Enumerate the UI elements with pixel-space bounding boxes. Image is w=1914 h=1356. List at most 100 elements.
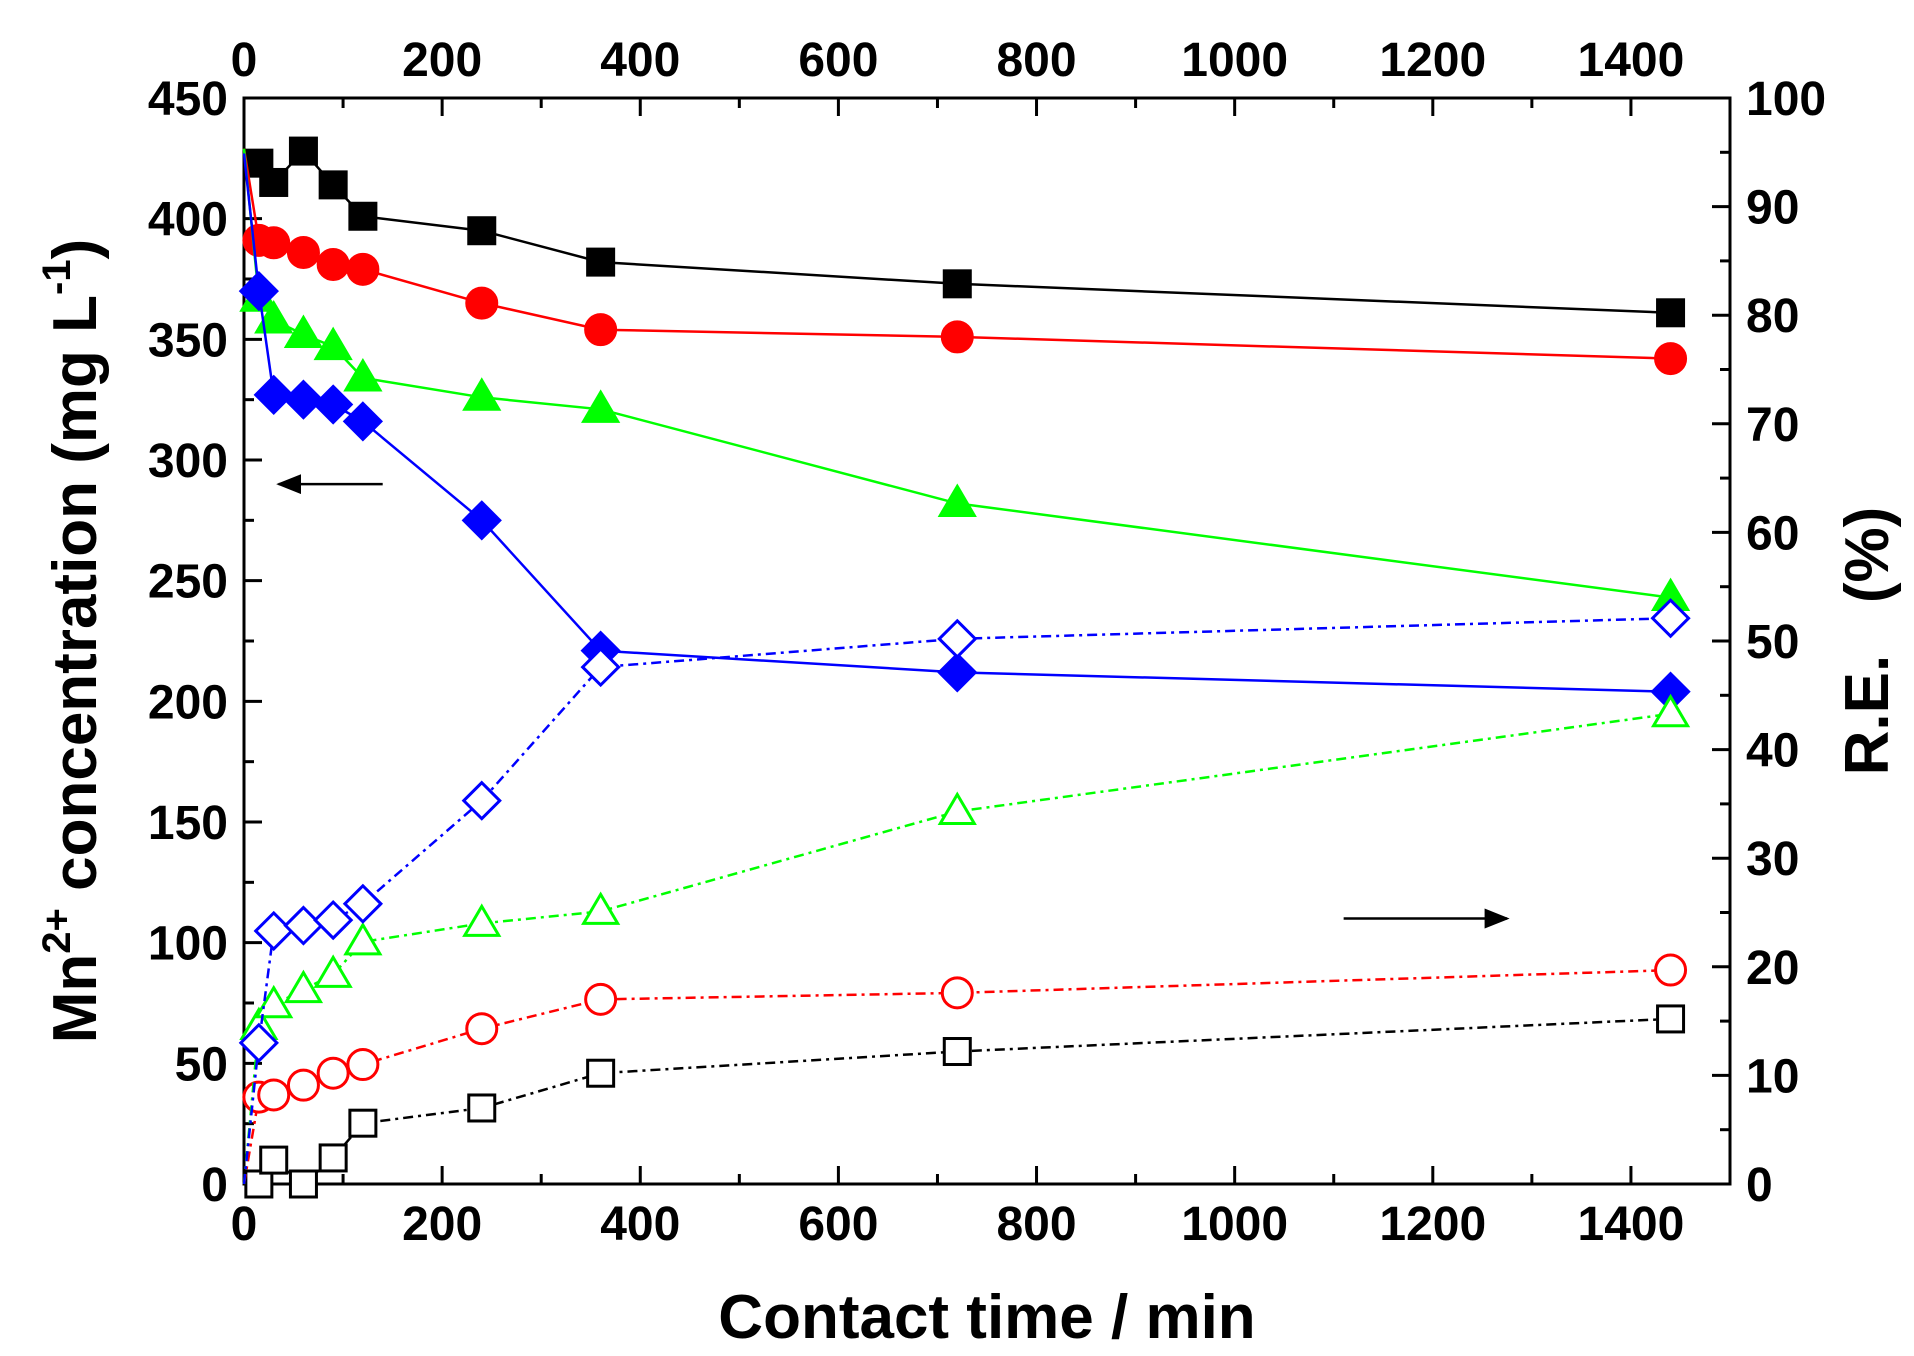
black-removal-series: [244, 1004, 1686, 1199]
black-removal-point: [1656, 1004, 1686, 1034]
blue-removal-point: [1650, 598, 1691, 639]
black-removal-point: [942, 1037, 972, 1067]
red-removal-point: [257, 1078, 291, 1112]
black-removal-point: [586, 1058, 616, 1088]
y-right-axis-title: R.E. (%): [1833, 507, 1902, 776]
x-top-tick-label: 1200: [1379, 34, 1486, 87]
green-concentration-point: [937, 483, 977, 517]
red-concentration-point: [286, 235, 320, 269]
y-right-tick-label: 10: [1746, 1050, 1799, 1103]
y-left-tick-label: 150: [148, 797, 228, 850]
blue-removal-point: [461, 780, 502, 821]
x-bottom-tick-label: 800: [996, 1198, 1076, 1251]
x-bottom-tick-label: 200: [402, 1198, 482, 1251]
green-removal-point: [343, 921, 383, 956]
x-top-tick-label: 600: [798, 34, 878, 87]
black-concentration-point: [586, 247, 616, 277]
blue-concentration-line: [242, 153, 1671, 693]
blue-concentration-point: [313, 384, 354, 425]
red-removal-point: [346, 1048, 380, 1082]
y-right-tick-label: 20: [1746, 942, 1799, 995]
x-top-tick-label: 1000: [1181, 34, 1288, 87]
y-left-title-sup2: -1: [35, 259, 79, 295]
x-top-tick-label: 200: [402, 34, 482, 87]
green-removal-line: [242, 712, 1671, 1185]
y-right-tick-label: 30: [1746, 833, 1799, 886]
y-right-tick-label: 90: [1746, 182, 1799, 235]
blue-concentration-point: [283, 379, 324, 420]
red-concentration-point: [346, 252, 380, 286]
red-removal-point: [465, 1012, 499, 1046]
red-concentration-point: [1654, 342, 1688, 376]
black-concentration-point: [288, 136, 318, 166]
x-bottom-tick-label: 1000: [1181, 1198, 1288, 1251]
green-concentration-point: [581, 389, 621, 423]
y-left-axis-title: Mn2+ concentration (mg L-1): [35, 239, 110, 1044]
blue-concentration-point: [461, 500, 502, 541]
x-bottom-tick-label: 1400: [1578, 1198, 1685, 1251]
green-concentration-line: [242, 148, 1671, 599]
red-removal-point: [584, 982, 618, 1016]
red-removal-point: [940, 976, 974, 1010]
green-removal-point: [313, 954, 353, 988]
y-right-tick-label: 40: [1746, 725, 1799, 778]
y-right-tick-label: 80: [1746, 290, 1799, 343]
black-concentration-point: [259, 167, 289, 197]
axes-layer: 0020020040040060060080080010001000120012…: [148, 34, 1826, 1251]
label-layer: Contact time / min Mn2+ concentration (m…: [35, 239, 1902, 1352]
blue-concentration-point: [253, 374, 294, 415]
blue-removal-point: [342, 883, 384, 924]
annotation-layer: [276, 474, 1510, 929]
y-left-tick-label: 0: [201, 1159, 228, 1212]
green-concentration-point: [283, 314, 324, 349]
black-removal-point: [259, 1145, 289, 1175]
blue-removal-point: [283, 905, 324, 946]
green-removal-point: [937, 791, 977, 826]
y-right-tick-label: 60: [1746, 507, 1799, 560]
green-concentration-series: [239, 148, 1691, 612]
y-left-tick-label: 300: [148, 435, 228, 488]
green-removal-point: [581, 891, 621, 925]
black-concentration-point: [467, 216, 497, 246]
green-removal-point: [283, 969, 324, 1004]
red-removal-point: [316, 1056, 350, 1090]
y-right-tick-label: 70: [1746, 399, 1799, 452]
black-removal-point: [288, 1169, 318, 1199]
red-concentration-point: [940, 320, 974, 354]
green-removal-point: [1650, 693, 1691, 728]
black-concentration-point: [1656, 298, 1686, 328]
blue-removal-series: [238, 598, 1691, 1185]
y-left-tick-label: 350: [148, 314, 228, 367]
x-bottom-tick-label: 1200: [1379, 1198, 1486, 1251]
blue-removal-point: [313, 899, 354, 941]
green-concentration-point: [254, 300, 294, 334]
x-axis-title: Contact time / min: [718, 1283, 1255, 1352]
green-removal-series: [239, 693, 1691, 1185]
red-concentration-series: [242, 148, 1688, 376]
plot-frame: [242, 96, 1732, 1186]
y-left-tick-label: 450: [148, 73, 228, 126]
black-removal-point: [244, 1169, 274, 1199]
red-concentration-point: [257, 226, 291, 260]
green-removal-point: [254, 984, 294, 1019]
blue-removal-point: [937, 618, 978, 659]
y-left-title-post: ): [41, 239, 110, 260]
green-concentration-point: [343, 357, 383, 392]
y-left-tick-label: 200: [148, 676, 228, 729]
red-concentration-point: [584, 313, 618, 347]
blue-removal-point: [580, 646, 621, 688]
y-left-tick-label: 250: [148, 556, 228, 609]
y-left-title-mid: concentration (mg L: [41, 295, 110, 908]
y-left-tick-label: 50: [175, 1038, 228, 1091]
blue-concentration-point: [937, 652, 978, 693]
blue-concentration-point: [238, 270, 279, 312]
black-removal-point: [318, 1143, 348, 1173]
y-left-title-pre: Mn: [41, 954, 110, 1044]
black-concentration-point: [348, 201, 378, 231]
red-concentration-point: [465, 286, 499, 320]
blue-concentration-point: [342, 401, 384, 442]
red-concentration-point: [316, 248, 350, 282]
x-top-tick-label: 800: [996, 34, 1076, 87]
y-right-tick-label: 0: [1746, 1159, 1773, 1212]
